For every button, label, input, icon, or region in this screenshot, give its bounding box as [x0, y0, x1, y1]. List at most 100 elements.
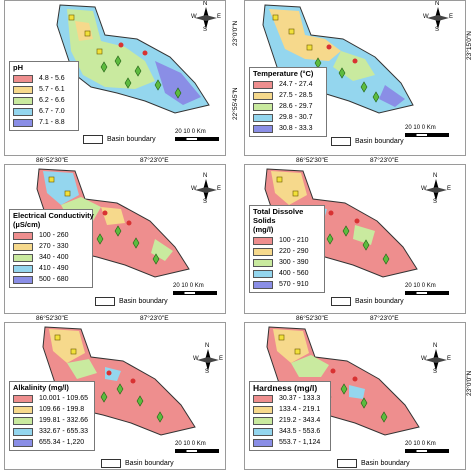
- basin-boundary-swatch: [83, 135, 103, 144]
- legend-row: 10.001 - 109.65: [13, 393, 91, 404]
- legend-row: 7.1 - 8.8: [13, 117, 75, 128]
- map-panel-ph: pH 4.8 - 5.6 5.7 - 6.1 6.2 - 6.6 6.7 - 7…: [4, 0, 226, 156]
- scale-labels: 20 10 0 Km: [175, 129, 225, 135]
- legend-label: 100 - 260: [39, 231, 69, 239]
- legend-row: 500 - 680: [13, 274, 89, 285]
- legend-title: Alkalinity (mg/l): [13, 383, 69, 392]
- compass-n: N: [433, 173, 438, 179]
- legend-swatch: [253, 91, 273, 100]
- legend-row: 24.7 - 27.4: [253, 79, 323, 90]
- map-panel-hardness: Hardness (mg/l) 30.37 - 133.3 133.4 - 21…: [244, 322, 466, 470]
- latitude-label: 23°15'0"N: [466, 31, 473, 60]
- north-arrow-icon: N W E S: [193, 343, 223, 375]
- map-panel-temperature: Temperature (°C) 24.7 - 27.4 27.5 - 28.5…: [244, 0, 466, 156]
- legend-swatch: [13, 85, 33, 94]
- north-arrow-icon: N W E S: [191, 173, 222, 205]
- compass-e: E: [447, 186, 452, 192]
- scale-label: Km: [194, 283, 204, 289]
- legend-swatch: [253, 247, 273, 256]
- legend-row: 553.7 - 1,124: [253, 437, 327, 448]
- scale-bar: 20 10 0 Km: [173, 283, 225, 297]
- legend-label: 133.4 - 219.1: [279, 405, 321, 413]
- compass-w: W: [191, 186, 197, 192]
- legend-label: 6.2 - 6.6: [39, 96, 65, 104]
- longitude-label: 86°52'30"E: [296, 157, 329, 164]
- legend-swatch: [253, 113, 273, 122]
- basin-boundary-swatch: [331, 297, 351, 306]
- legend-title: pH: [13, 63, 23, 72]
- compass-s: S: [203, 199, 208, 205]
- compass-n: N: [435, 1, 440, 7]
- legend-label: 332.67 - 655.33: [39, 427, 89, 435]
- scale-labels: 20 10 0 Km: [405, 283, 461, 289]
- scale-label: 10: [413, 125, 421, 131]
- legend-row: 220 - 290: [253, 246, 321, 257]
- longitude-label: 87°23'0"E: [140, 157, 169, 164]
- compass-w: W: [421, 186, 427, 192]
- scale-bar: 20 10 0 Km: [405, 125, 461, 139]
- legend-row: 100 - 260: [13, 230, 89, 241]
- legend-swatch: [13, 231, 33, 240]
- compass-e: E: [217, 14, 222, 20]
- scale-bar-graphic: [405, 449, 449, 453]
- scale-bar-graphic: [405, 133, 449, 137]
- scale-label: 0: [421, 441, 426, 447]
- scale-label: 0: [191, 129, 196, 135]
- compass-s: S: [433, 369, 438, 375]
- legend-label: 27.5 - 28.5: [279, 91, 313, 99]
- legend-swatch: [253, 427, 273, 436]
- legend-row: 5.7 - 6.1: [13, 84, 75, 95]
- legend-label: 410 - 490: [39, 264, 69, 272]
- basin-boundary-key: Basin boundary: [331, 137, 404, 146]
- scale-bar: 20 10 0 Km: [175, 441, 225, 455]
- compass-w: W: [191, 14, 197, 20]
- compass-s: S: [205, 369, 210, 375]
- legend-label: 4.8 - 5.6: [39, 74, 65, 82]
- north-arrow-icon: N W E S: [421, 343, 451, 375]
- scale-label: 20: [405, 125, 412, 131]
- legend-swatch: [253, 258, 273, 267]
- scale-labels: 20 10 0 Km: [405, 125, 461, 131]
- legend-row: 6.7 - 7.0: [13, 106, 75, 117]
- legend-label: 30.8 - 33.3: [279, 124, 313, 132]
- legend-label: 109.66 - 199.8: [39, 405, 85, 413]
- legend-ph: pH 4.8 - 5.6 5.7 - 6.1 6.2 - 6.6 6.7 - 7…: [9, 61, 79, 131]
- legend-title: Temperature (°C): [253, 69, 314, 78]
- legend-label: 300 - 390: [279, 258, 309, 266]
- scale-label: 10: [183, 441, 191, 447]
- compass-e: E: [217, 186, 222, 192]
- compass-w: W: [421, 356, 427, 362]
- legend-title: Hardness (mg/l): [253, 383, 318, 393]
- legend-label: 553.7 - 1,124: [279, 438, 321, 446]
- legend-hardness: Hardness (mg/l) 30.37 - 133.3 133.4 - 21…: [249, 381, 331, 451]
- basin-boundary-swatch: [337, 459, 357, 468]
- scale-bar: 20 10 0 Km: [405, 283, 461, 297]
- longitude-label: 86°52'30"E: [296, 315, 329, 322]
- legend-alkalinity: Alkalinity (mg/l) 10.001 - 109.65 109.66…: [9, 381, 95, 451]
- longitude-label: 87°23'0"E: [370, 315, 399, 322]
- basin-boundary-label: Basin boundary: [107, 136, 156, 143]
- compass-w: W: [423, 14, 429, 20]
- legend-row: 219.2 - 343.4: [253, 415, 327, 426]
- legend-swatch: [13, 264, 33, 273]
- legend-title-unit: (mg/l): [253, 225, 274, 234]
- scale-label: 0: [191, 441, 196, 447]
- legend-label: 199.81 - 332.66: [39, 416, 89, 424]
- basin-map-ph: [56, 4, 210, 114]
- legend-swatch: [253, 416, 273, 425]
- legend-row: 28.6 - 29.7: [253, 101, 323, 112]
- legend-row: 30.37 - 133.3: [253, 393, 327, 404]
- scale-label: 20: [405, 441, 412, 447]
- legend-row: 300 - 390: [253, 257, 321, 268]
- scale-label: Km: [426, 283, 436, 289]
- legend-swatch: [253, 102, 273, 111]
- basin-boundary-key: Basin boundary: [101, 459, 174, 468]
- legend-label: 655.34 - 1,220: [39, 438, 85, 446]
- scale-label: Km: [426, 125, 436, 131]
- basin-boundary-label: Basin boundary: [361, 460, 410, 467]
- longitude-label: 87°23'0"E: [140, 315, 169, 322]
- legend-label: 6.7 - 7.0: [39, 107, 65, 115]
- legend-label: 100 - 210: [279, 236, 309, 244]
- legend-row: 30.8 - 33.3: [253, 123, 323, 134]
- legend-title-unit: (µS/cm): [13, 220, 41, 229]
